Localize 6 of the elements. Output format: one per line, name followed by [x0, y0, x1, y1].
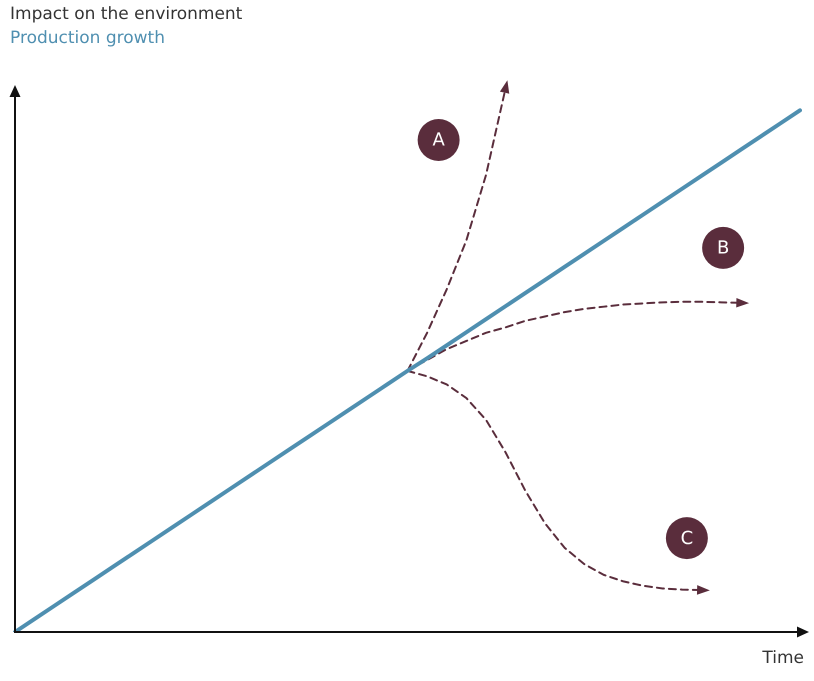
text: B: [716, 238, 730, 259]
text: C: [680, 528, 694, 549]
text: Production growth: [10, 28, 166, 48]
text: A: [432, 130, 446, 151]
y-axis-title: Impact on the environment: [10, 4, 242, 24]
x-axis-title: Time: [762, 648, 804, 668]
